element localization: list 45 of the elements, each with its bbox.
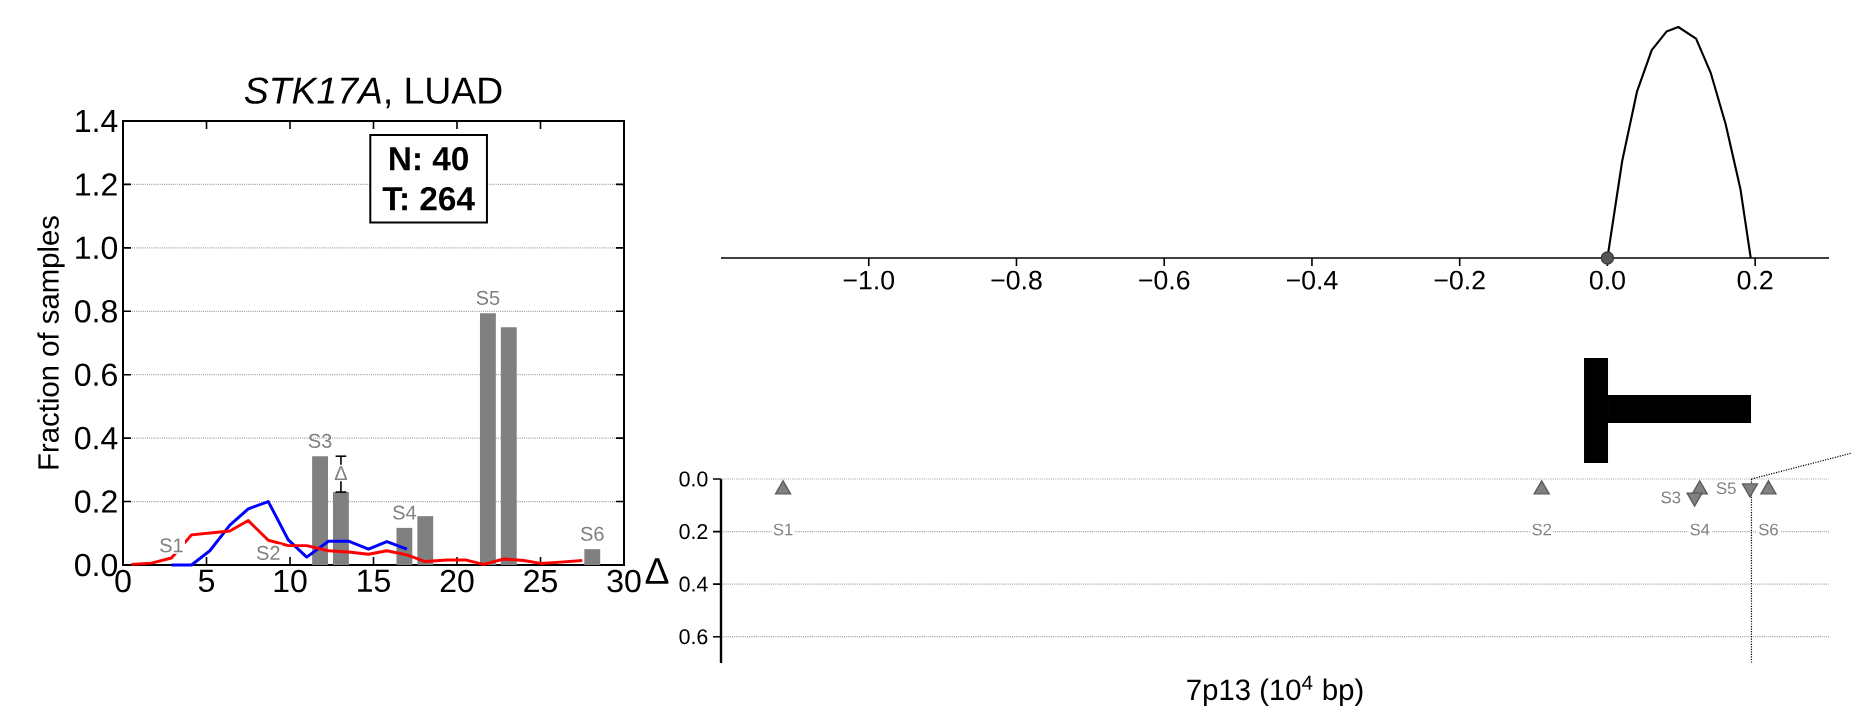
y-tick-label: 0.4 (679, 576, 708, 592)
y-tick-label: 1.2 (76, 173, 117, 196)
y-tick-label: 1.0 (76, 236, 118, 260)
x-tick-label: 25 (524, 569, 557, 593)
y-tick-label: 0.0 (679, 471, 708, 487)
y-tick-label: 0.6 (679, 629, 708, 645)
y-axis-title: Fraction of samples (37, 216, 65, 469)
x-tick-label: −1.0 (843, 270, 895, 290)
x-tick-label: −0.2 (1434, 270, 1485, 290)
annotation: S6 (580, 526, 604, 541)
annotation: S2 (256, 545, 280, 561)
x-tick-label: 0 (115, 569, 131, 593)
y-tick-label: 0.8 (75, 299, 117, 323)
x-axis-title: 7p13 (10$^{4}$ bp) (1187, 675, 1363, 706)
annotation: S3 (308, 433, 332, 448)
annotation: S6 (1759, 523, 1778, 536)
annotation: T: 264 (382, 186, 475, 211)
annotation: S1 (773, 523, 793, 536)
annotation: N: 40 (390, 146, 468, 171)
chart-title: STK17A, LUAD (244, 77, 502, 109)
x-tick-label: 30 (607, 569, 641, 593)
x-tick-label: 5 (198, 569, 215, 593)
x-tick-label: 15 (358, 569, 390, 593)
x-tick-label: −0.6 (1139, 270, 1190, 290)
y-tick-label: 0.4 (75, 426, 118, 450)
y-tick-label: 1.4 (76, 109, 118, 132)
y-tick-label: 0.6 (75, 363, 117, 387)
annotation: S4 (1690, 523, 1710, 536)
x-tick-label: −0.4 (1286, 270, 1338, 290)
annotation: S3 (1661, 491, 1681, 504)
annotation: S2 (1532, 523, 1552, 536)
y-axis-title: Δ (645, 558, 669, 584)
y-tick-label: 0.2 (679, 524, 708, 540)
annotation: S4 (393, 505, 417, 520)
annotation: S1 (160, 538, 183, 553)
x-tick-label: 20 (440, 569, 474, 593)
x-tick-label: 10 (274, 569, 307, 593)
annotation: Δ (334, 466, 348, 480)
y-tick-label: 0.2 (75, 490, 117, 513)
x-tick-label: −0.8 (991, 270, 1042, 290)
x-tick-label: 0.2 (1737, 270, 1773, 290)
y-tick-label: 0.0 (75, 553, 118, 577)
annotation: S5 (1716, 482, 1736, 495)
x-tick-label: 0.0 (1589, 270, 1625, 290)
annotation: S5 (476, 290, 500, 305)
